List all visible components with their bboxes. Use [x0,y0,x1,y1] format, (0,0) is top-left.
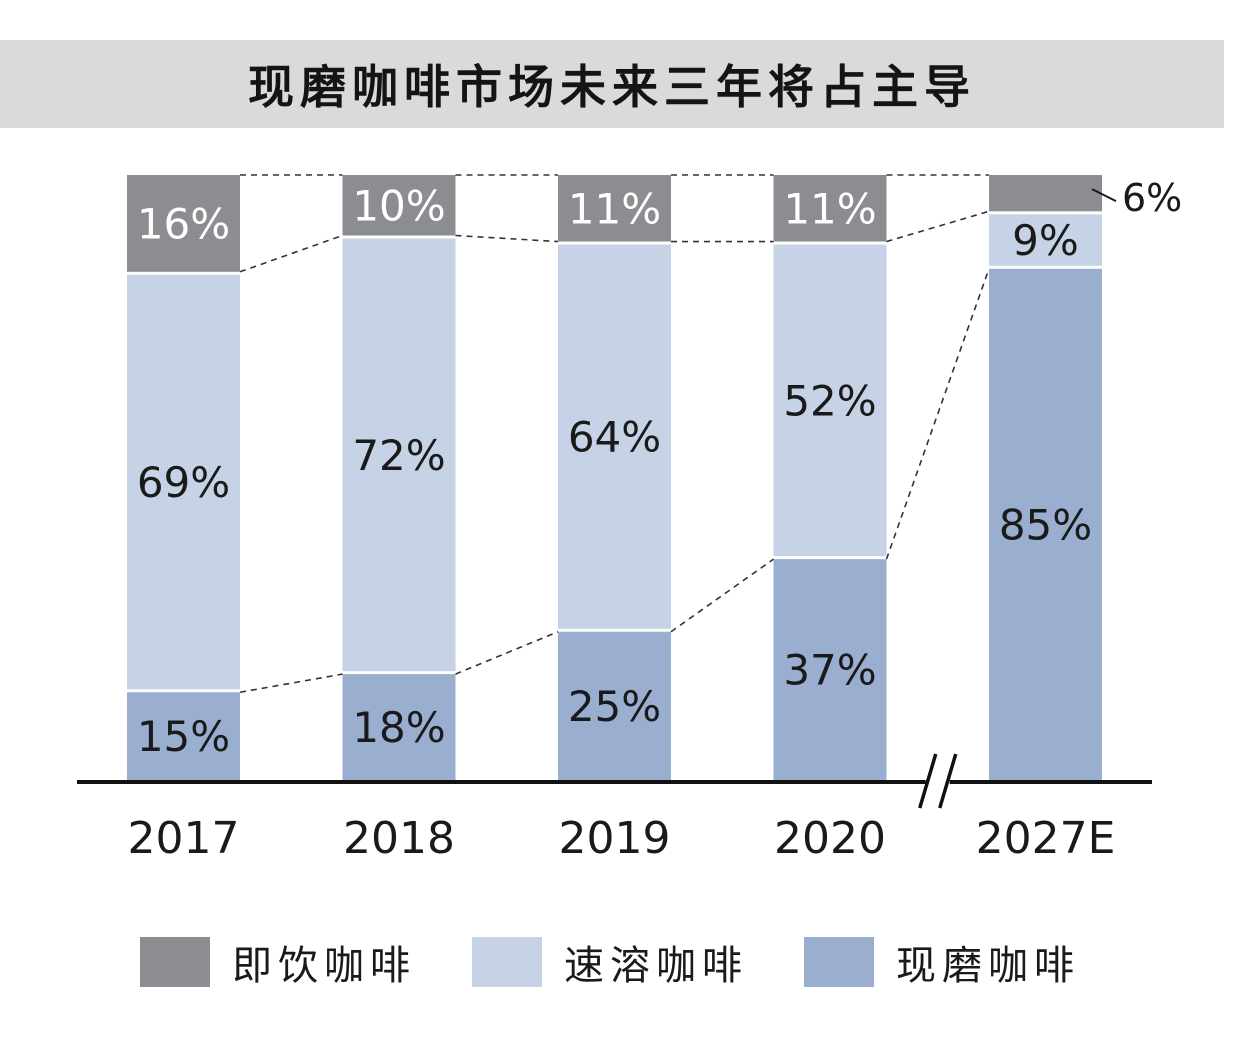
axis-break-gap [925,772,950,792]
data-label-2018-1: 72% [352,431,445,480]
bar-segment-2020-2 [773,175,887,242]
data-label-2020-0: 37% [783,646,876,695]
bar-segment-2018-2 [342,175,456,236]
connector-line [886,210,990,243]
legend-label: 即饮咖啡 [232,943,416,989]
bar-segment-2027E-0 [989,268,1102,780]
x-tick-label-2027E: 2027E [976,813,1116,864]
connector-line [885,268,990,560]
data-label-2020-1: 52% [783,376,876,425]
connector-line [239,234,343,273]
legend-item-0: 现磨咖啡 [804,933,1080,991]
data-label-2017-0: 15% [137,712,230,761]
bar-segment-2020-0 [773,559,887,780]
connector-line [670,558,774,633]
x-tick-label-2020: 2020 [774,813,886,864]
bar-segment-2027E-2 [989,175,1102,212]
x-tick-label-2018: 2018 [343,813,455,864]
data-label-2020-2: 11% [783,184,876,233]
connector-line [455,631,559,675]
data-label-2019-0: 25% [568,682,661,731]
bar-segment-2018-1 [342,238,456,672]
data-label-2017-1: 69% [137,458,230,507]
bar-segment-2017-2 [127,175,240,272]
axis-break-mark [918,753,938,809]
data-label-2018-2: 10% [352,181,445,230]
connector-line [455,234,559,243]
legend-label: 速溶咖啡 [564,943,748,989]
data-label-2019-1: 64% [568,413,661,462]
bar-segment-2019-0 [558,631,671,780]
x-tick-label-2017: 2017 [128,813,240,864]
legend-item-1: 速溶咖啡 [472,933,748,991]
data-label-2017-2: 16% [137,199,230,248]
legend-label: 现磨咖啡 [896,943,1080,989]
legend-swatch [804,937,874,987]
bar-segment-2019-1 [558,244,671,629]
legend: 即饮咖啡 速溶咖啡 现磨咖啡 [140,934,1180,990]
chart-title: 现磨咖啡市场未来三年将占主导 [248,60,976,114]
label-leader-line [1091,188,1117,203]
data-label-2018-0: 18% [352,703,445,752]
data-label-2027E-1: 9% [1012,216,1079,265]
data-label-2027E-2: 6% [1122,176,1182,220]
data-label-2019-2: 11% [568,184,661,233]
legend-item-2: 即饮咖啡 [140,933,416,991]
bar-segment-2020-1 [773,244,887,557]
bar-segment-2017-0 [127,692,240,780]
bar-segment-2019-2 [558,175,671,242]
bar-segment-2018-0 [342,674,456,780]
data-label-2027E-0: 85% [999,500,1092,549]
x-tick-label-2019: 2019 [559,813,671,864]
axis-break-mark [938,753,958,809]
legend-swatch [140,937,210,987]
connector-line [239,673,343,694]
bar-segment-2027E-1 [989,214,1102,266]
legend-swatch [472,937,542,987]
bar-segment-2017-1 [127,274,240,690]
title-bar: 现磨咖啡市场未来三年将占主导 [0,40,1224,128]
